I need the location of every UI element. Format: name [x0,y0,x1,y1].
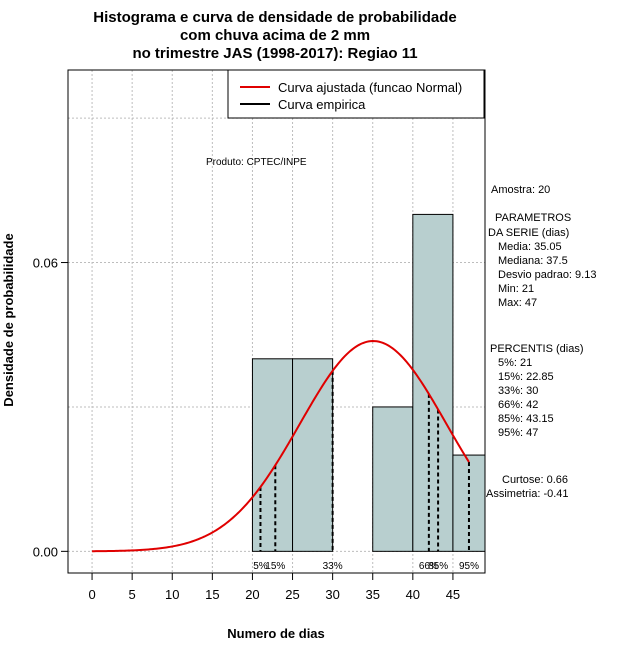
percentile-label: 66% [419,561,439,572]
parametros-subtitle: DA SERIE (dias) [488,227,569,239]
x-tick-label: 35 [365,587,379,602]
p85-label: 85%: 43.15 [498,413,554,425]
assimetria-label: Assimetria: -0.41 [486,488,569,500]
percentile-label: 33% [323,561,343,572]
chart-title-line-2: com chuva acima de 2 mm [180,27,370,44]
x-tick-label: 10 [165,587,179,602]
x-tick-label: 0 [88,587,95,602]
p33-label: 33%: 30 [498,385,538,397]
statistics-panel: Amostra: 20 PARAMETROS DA SERIE (dias) M… [486,184,596,500]
percentile-label: 15% [265,561,285,572]
legend-label-empirica: Curva empirica [278,97,366,112]
p5-label: 5%: 21 [498,357,532,369]
mediana-label: Mediana: 37.5 [498,255,568,267]
histogram-bar [292,358,334,552]
max-label: Max: 47 [498,297,537,309]
amostra-label: Amostra: 20 [491,184,550,196]
desvio-label: Desvio padrao: 9.13 [498,269,596,281]
percentile-lines: 5%15% 33% 66%85% 95% [253,370,479,572]
y-tick-label: 0.00 [33,544,58,559]
x-tick-label: 20 [245,587,259,602]
normal-fit-curve [92,340,470,553]
x-tick-label: 30 [325,587,339,602]
percentile-label: 85% [428,561,448,572]
percentis-title: PERCENTIS (dias) [490,343,584,355]
histogram-bars [251,213,486,552]
x-axis-title: Numero de dias [227,626,325,641]
x-tick-label: 25 [285,587,299,602]
legend: Curva ajustada (funcao Normal) Curva emp… [227,69,485,119]
x-tick-label: 5 [129,587,136,602]
parametros-title: PARAMETROS [495,212,571,224]
p95-label: 95%: 47 [498,427,538,439]
legend-label-normal: Curva ajustada (funcao Normal) [278,80,462,95]
percentile-label: 95% [459,561,479,572]
legend-box [227,69,485,119]
chart-title-line-1: Histograma e curva de densidade de proba… [93,9,456,26]
produto-label: Produto: CPTEC/INPE [206,157,307,168]
y-axis: 0.00 0.06 [33,256,68,559]
histogram-bar [372,406,414,552]
curtose-label: Curtose: 0.66 [502,474,568,486]
x-tick-label: 40 [406,587,420,602]
min-label: Min: 21 [498,283,534,295]
p15-label: 15%: 22.85 [498,371,554,383]
y-axis-title: Densidade de probabilidade [1,233,16,406]
histogram-bar [412,213,454,552]
x-axis: 0 5 10 15 20 25 30 35 40 45 [88,573,460,602]
percentile-label: 5% [253,561,268,572]
histogram-bar [251,358,294,552]
y-tick-label: 0.06 [33,256,58,271]
chart-title-line-3: no trimestre JAS (1998-2017): Regiao 11 [132,45,417,62]
x-tick-label: 45 [446,587,460,602]
p66-label: 66%: 42 [498,399,538,411]
x-tick-label: 15 [205,587,219,602]
media-label: Media: 35.05 [498,241,562,253]
